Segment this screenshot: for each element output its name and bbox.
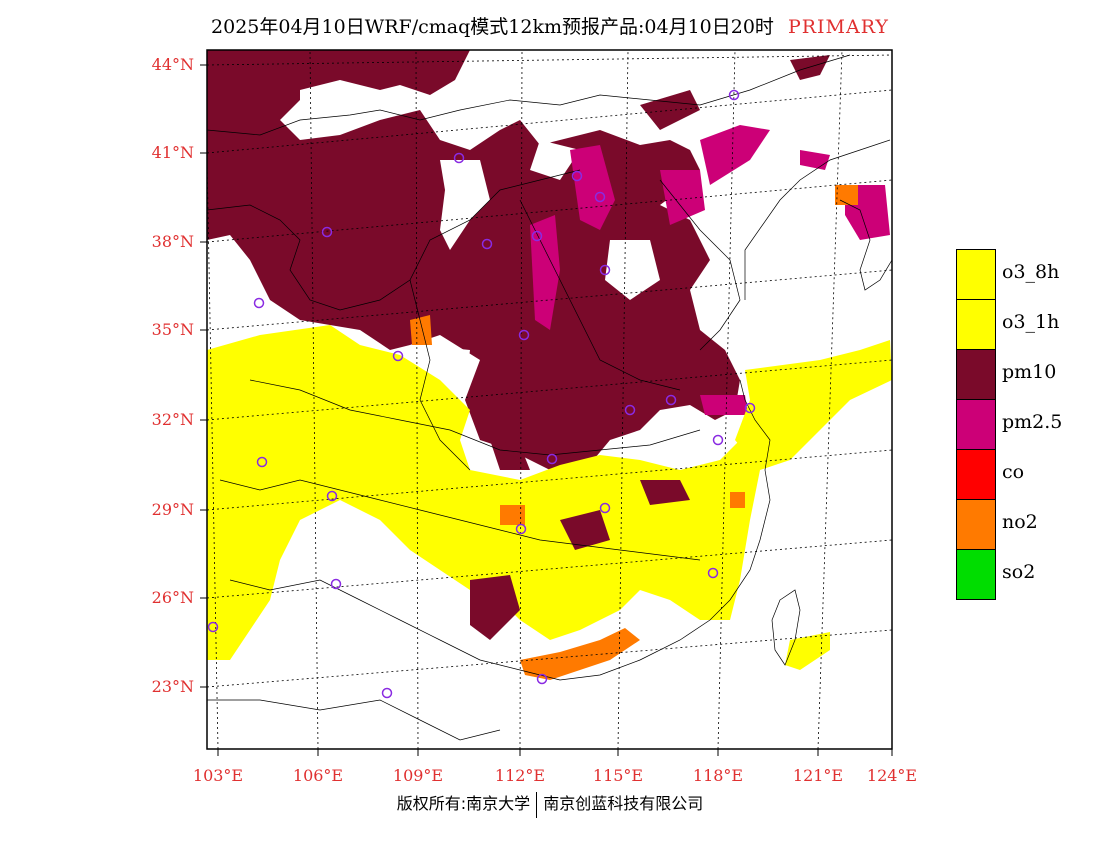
legend-swatch xyxy=(956,499,996,550)
lon-label-109: 109°E xyxy=(392,766,444,785)
pm10-central-patch xyxy=(490,440,530,470)
title-text: 2025年04月10日WRF/cmaq模式12km预报产品:04月10日20时 xyxy=(211,16,774,38)
o3-south-region xyxy=(207,325,760,660)
lat-label-41: 41°N xyxy=(151,143,194,162)
o3-east-plume xyxy=(735,340,892,470)
pm25-streak-7 xyxy=(700,395,748,415)
lon-label-118: 118°E xyxy=(692,766,744,785)
map-content xyxy=(207,50,892,749)
legend-swatch xyxy=(956,449,996,500)
no2-patch-2 xyxy=(410,315,432,345)
legend-label: pm10 xyxy=(1002,361,1057,383)
lon-label-112: 112°E xyxy=(494,766,546,785)
clean-area-3 xyxy=(530,140,580,180)
lon-label-121: 121°E xyxy=(792,766,844,785)
pm25-streak-1 xyxy=(570,145,615,230)
map-frame xyxy=(206,49,893,750)
lon-label-115: 115°E xyxy=(592,766,644,785)
legend-swatch xyxy=(956,399,996,450)
legend-label: no2 xyxy=(1002,511,1038,533)
primary-badge: PRIMARY xyxy=(787,16,889,38)
legend: o3_8h o3_1h pm10 pm2.5 co no2 so2 xyxy=(956,249,1096,600)
no2-guangdong xyxy=(520,628,640,680)
lat-label-44: 44°N xyxy=(151,55,194,74)
legend-item-no2: no2 xyxy=(956,499,1096,550)
lon-label-103: 103°E xyxy=(192,766,244,785)
pm10-ne-patch xyxy=(790,55,830,80)
no2-patch-3 xyxy=(835,185,858,205)
pm10-south-patch-3 xyxy=(640,480,690,505)
pm10-south-patch-2 xyxy=(560,510,610,550)
clean-area-1 xyxy=(440,160,490,250)
legend-label: co xyxy=(1002,461,1025,483)
legend-swatch xyxy=(956,249,996,300)
legend-item-co: co xyxy=(956,449,1096,500)
footer-right: 南京创蓝科技有限公司 xyxy=(543,794,704,813)
legend-label: so2 xyxy=(1002,561,1036,583)
legend-label: pm2.5 xyxy=(1002,411,1063,433)
footer-left: 版权所有:南京大学 xyxy=(396,794,531,813)
tick-marks xyxy=(200,64,893,756)
lat-label-23: 23°N xyxy=(151,677,194,696)
pm10-north-region xyxy=(207,50,740,470)
lon-label-106: 106°E xyxy=(292,766,344,785)
lat-label-35: 35°N xyxy=(151,320,194,339)
pm10-south-patch xyxy=(470,575,520,640)
legend-swatch xyxy=(956,549,996,600)
map-title: 2025年04月10日WRF/cmaq模式12km预报产品:04月10日20时 P… xyxy=(0,12,1100,39)
pm25-streak-6 xyxy=(800,150,830,170)
legend-label: o3_1h xyxy=(1002,311,1060,333)
lon-label-124: 124°E xyxy=(866,766,918,785)
graticule xyxy=(207,50,892,749)
clean-area-4 xyxy=(605,240,660,300)
legend-item-o3-8h: o3_8h xyxy=(956,249,1096,300)
no2-patch-1 xyxy=(500,505,525,525)
legend-swatch xyxy=(956,349,996,400)
pm25-streak-4 xyxy=(700,125,770,185)
station-markers xyxy=(207,89,756,699)
o3-taiwan-strait xyxy=(785,632,830,670)
footer-divider xyxy=(536,791,538,818)
lat-label-26: 26°N xyxy=(151,588,194,607)
pm10-ne-patch-2 xyxy=(640,90,700,130)
clean-area-2 xyxy=(300,80,360,115)
lat-label-38: 38°N xyxy=(151,232,194,251)
legend-label: o3_8h xyxy=(1002,261,1060,283)
copyright-footer: 版权所有:南京大学 南京创蓝科技有限公司 xyxy=(0,790,1100,818)
lat-label-29: 29°N xyxy=(151,500,194,519)
legend-item-pm25: pm2.5 xyxy=(956,399,1096,450)
lat-label-32: 32°N xyxy=(151,410,194,429)
legend-item-pm10: pm10 xyxy=(956,349,1096,400)
legend-item-o3-1h: o3_1h xyxy=(956,299,1096,350)
boundary-lines xyxy=(207,54,892,741)
no2-patch-4 xyxy=(730,492,745,508)
legend-item-so2: so2 xyxy=(956,549,1096,600)
legend-swatch xyxy=(956,299,996,350)
pm25-streak-3 xyxy=(660,170,705,225)
